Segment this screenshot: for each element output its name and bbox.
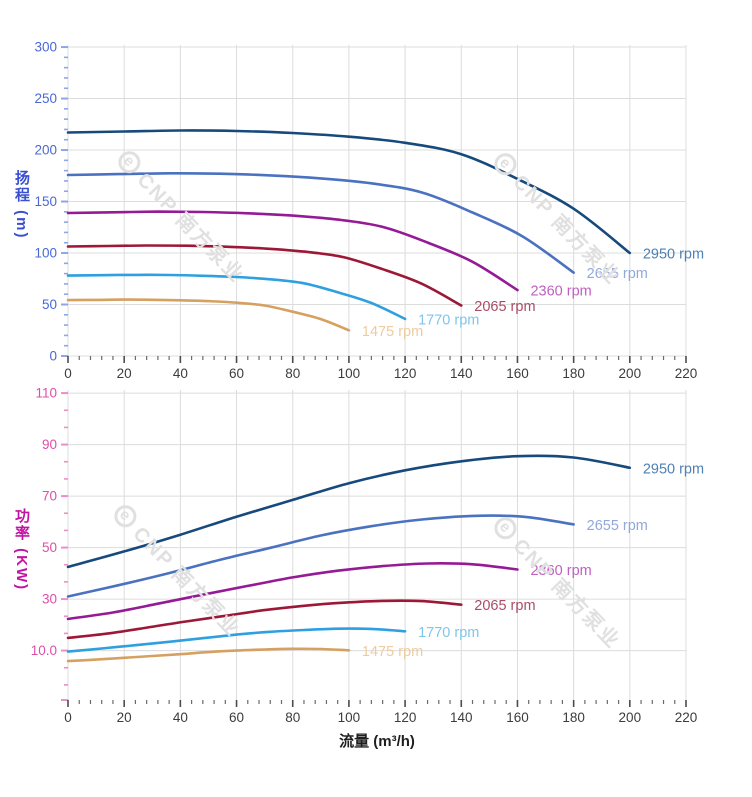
y-tick-label: 110 [35,386,57,401]
x-tick-label: 40 [173,366,188,381]
y-tick-label: 10.0 [31,643,57,658]
x-tick-label: 120 [394,366,417,381]
x-tick-label: 80 [285,710,300,725]
y-tick-label: 300 [34,40,57,55]
y-axis-ticks: 0 50 100 150 200 250 300 [34,40,68,364]
curve-label-2065-rpm: 2065 rpm [474,299,535,315]
curve-2950-rpm [66,129,632,255]
y-axis-ticks: 10.0 30 50 70 90 110 [31,386,68,701]
y-tick-label: 70 [42,489,57,504]
x-tick-label: 60 [229,710,244,725]
x-axis-ticks: 0 20 40 60 80 100 120 140 160 180 200 220 [64,356,697,381]
curve-2360-rpm [66,210,519,292]
y-tick-label: 150 [34,194,57,209]
x-tick-label: 0 [64,710,72,725]
curve-1770-rpm [66,627,407,653]
y-tick-label: 50 [42,297,57,312]
y-tick-label: 30 [42,592,57,607]
curve-1475-rpm [66,298,351,332]
head-chart: 0 50 100 150 200 250 300 0 20 40 60 80 100 120 140 160 1… [34,40,704,381]
curve-1770-rpm [66,273,407,321]
x-tick-label: 100 [338,710,361,725]
curve-label-2950-rpm: 2950 rpm [643,461,704,477]
curve-label-1770-rpm: 1770 rpm [418,312,479,328]
y-tick-label: 0 [49,349,57,364]
y-tick-label: 250 [34,91,57,106]
curve-label-2360-rpm: 2360 rpm [530,284,591,300]
curve-2065-rpm [66,599,463,640]
x-tick-label: 160 [506,366,529,381]
x-tick-label: 60 [229,366,244,381]
curve-label-2655-rpm: 2655 rpm [587,518,648,534]
y-tick-label: 90 [42,437,57,452]
x-tick-label: 200 [619,366,642,381]
power-chart: 10.0 30 50 70 90 110 0 20 40 60 80 100 120 140 160 180 2… [31,386,704,725]
curve-label-2655-rpm: 2655 rpm [587,266,648,282]
x-tick-label: 160 [506,710,529,725]
x-tick-label: 0 [64,366,72,381]
x-tick-label: 120 [394,710,417,725]
x-tick-label: 20 [117,366,132,381]
y-tick-label: 100 [34,246,57,261]
y-tick-label: 50 [42,540,57,555]
curve-label-1475-rpm: 1475 rpm [362,324,423,340]
y-tick-label: 200 [34,143,57,158]
curve-2065-rpm [66,244,463,307]
power-y-axis-title: 功率 (KW) [13,508,30,592]
x-tick-label: 200 [619,710,642,725]
curve-2655-rpm [66,514,575,598]
x-tick-label: 20 [117,710,132,725]
curve-label-2950-rpm: 2950 rpm [643,247,704,263]
curve-2655-rpm [66,171,575,274]
x-tick-label: 220 [675,366,698,381]
x-tick-label: 180 [562,710,585,725]
x-axis-ticks: 0 20 40 60 80 100 120 140 160 180 200 220 [64,700,697,725]
curve-2950-rpm [66,454,632,569]
flow-x-axis-title: 流量 (m³/h) [339,733,415,750]
x-tick-label: 140 [450,710,473,725]
curve-label-2360-rpm: 2360 rpm [530,563,591,579]
x-tick-label: 40 [173,710,188,725]
x-tick-label: 140 [450,366,473,381]
x-tick-label: 220 [675,710,698,725]
curve-label-1475-rpm: 1475 rpm [362,644,423,660]
curve-1475-rpm [66,647,351,663]
x-tick-label: 100 [338,366,361,381]
curve-label-2065-rpm: 2065 rpm [474,598,535,614]
head-y-axis-title: 扬程 (m) [13,170,30,240]
curve-2360-rpm [66,562,519,621]
gridlines [67,45,687,357]
curve-label-1770-rpm: 1770 rpm [418,625,479,641]
x-tick-label: 80 [285,366,300,381]
x-tick-label: 180 [562,366,585,381]
